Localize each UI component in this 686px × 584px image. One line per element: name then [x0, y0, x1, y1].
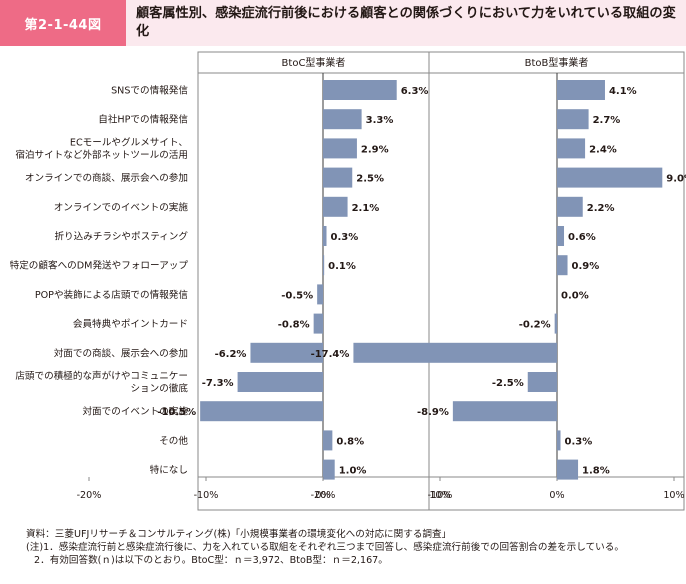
bar [557, 80, 605, 100]
x-tick-label: 10% [663, 490, 684, 501]
category-label: 特になし [150, 464, 188, 476]
bar [200, 401, 323, 422]
panel-title: BtoC型事業者 [282, 56, 346, 69]
bar-value-label: 2.5% [356, 174, 384, 185]
bar [250, 342, 323, 363]
category-label: POPや装飾による店頭での情報発信 [35, 289, 189, 301]
bar [557, 430, 561, 451]
bar-value-label: -6.2% [215, 349, 247, 360]
category-label: 対面でのイベントの実施 [82, 406, 188, 418]
bar [323, 138, 357, 159]
category-label: 会員特典やポイントカード [73, 318, 188, 330]
note-1: (注)1．感染症流行前と感染症流行後に、力を入れている取組をそれぞれ三つまで回答… [26, 542, 624, 553]
bar [323, 109, 362, 130]
bar-value-label: 4.1% [609, 86, 637, 97]
bar [323, 80, 397, 100]
x-tick-label: 10% [429, 490, 450, 501]
bar-value-label: -0.2% [519, 320, 551, 331]
panel-title: BtoB型事業者 [525, 56, 589, 69]
bar-value-label: 6.3% [401, 86, 429, 97]
bar-value-label: 2.7% [593, 115, 621, 126]
category-label: その他 [159, 435, 188, 447]
bar [557, 226, 565, 246]
bar [323, 167, 353, 188]
bar [557, 109, 589, 130]
bar-value-label: 3.3% [366, 115, 394, 126]
figure-title: 顧客属性別、感染症流行前後における顧客との関係づくりにおいて力をいれている取組の… [136, 6, 676, 39]
category-label: ECモールやグルメサイト、宿泊サイトなど外部ネットツールの活用 [15, 136, 188, 161]
bar-value-label: -0.5% [281, 290, 313, 301]
bar [557, 196, 583, 217]
figure-number-label: 第2-1-44図 [0, 0, 126, 46]
bar-value-label: 0.9% [572, 261, 600, 272]
x-tick-label: -10% [428, 490, 453, 501]
bar-value-label: 0.3% [565, 436, 593, 447]
x-tick-label: 0% [549, 490, 564, 501]
bar [323, 255, 325, 276]
category-label: SNSでの情報発信 [111, 85, 188, 97]
bar [353, 342, 557, 363]
bar [557, 167, 663, 188]
category-label: 折り込みチラシやポスティング [54, 231, 188, 243]
bar-value-label: 1.8% [582, 466, 610, 477]
bar [557, 459, 579, 480]
category-label: 対面での商談、展示会への参加 [54, 347, 188, 359]
x-tick-label: -20% [77, 490, 102, 501]
bar [554, 313, 557, 334]
bar [323, 430, 333, 451]
bar-value-label: -0.8% [278, 320, 310, 331]
bar-value-label: 2.4% [589, 144, 617, 155]
category-label: 店頭での積極的な声がけやコミュニケーションの徹底 [15, 370, 188, 395]
bar-value-label: -8.9% [417, 407, 449, 418]
bar [317, 284, 323, 305]
source-note: 資料：三菱UFJリサーチ＆コンサルティング(株)「小規模事業者の環境変化への対応… [26, 529, 452, 540]
note-2: 2．有効回答数(ｎ)は以下のとおり。BtoC型：ｎ＝3,972、BtoB型：ｎ＝… [34, 555, 388, 566]
bar-value-label: 1.0% [339, 466, 367, 477]
bar-value-label: 0.1% [328, 261, 356, 272]
header-band: 第2-1-44図 顧客属性別、感染症流行前後における顧客との関係づくりにおいて力… [0, 0, 686, 46]
bar-value-label: -7.3% [202, 378, 234, 389]
figure-notes: 資料：三菱UFJリサーチ＆コンサルティング(株)「小規模事業者の環境変化への対応… [26, 528, 676, 567]
bar [527, 372, 557, 392]
bar-value-label: -10.5% [157, 407, 196, 418]
x-tick-label: 0% [315, 490, 330, 501]
bar-value-label: 2.9% [361, 144, 389, 155]
bar-value-label: 0.3% [331, 232, 359, 243]
bar-value-label: 0.6% [568, 232, 596, 243]
bar [323, 196, 348, 217]
bar-value-label: -17.4% [311, 349, 350, 360]
chart-frame [197, 51, 685, 511]
category-label: 特定の顧客へのDM発送やフォローアップ [10, 260, 189, 272]
x-tick-label: -10% [194, 490, 219, 501]
bar-value-label: 2.2% [587, 203, 615, 214]
category-label: 自社HPでの情報発信 [98, 114, 188, 126]
bar [557, 138, 586, 159]
x-tick-label: -20% [311, 490, 336, 501]
bar-value-label: 2.1% [352, 203, 380, 214]
bar-value-label: 9.0% [666, 174, 686, 185]
category-label: オンラインでの商談、展示会への参加 [25, 172, 188, 184]
bar-value-label: 0.0% [561, 290, 589, 301]
bar [313, 313, 323, 334]
bar [323, 459, 335, 480]
bar-value-label: 0.8% [336, 436, 364, 447]
bar [557, 255, 568, 276]
bar-value-label: -2.5% [492, 378, 524, 389]
bar [452, 401, 557, 422]
category-label: オンラインでのイベントの実施 [54, 201, 189, 213]
bar [237, 372, 323, 392]
bar [323, 226, 327, 246]
